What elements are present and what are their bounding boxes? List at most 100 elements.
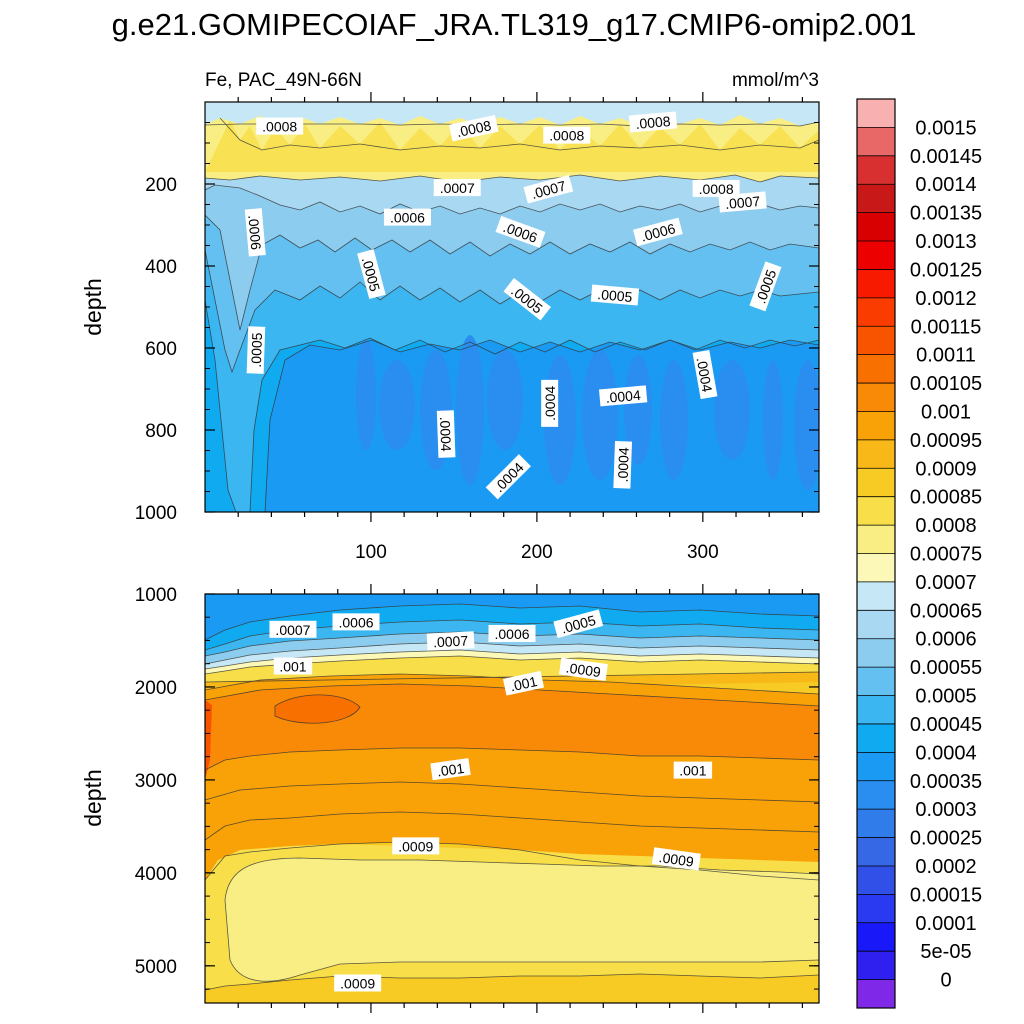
colorbar-swatch xyxy=(857,184,895,214)
colorbar-swatch xyxy=(857,780,895,810)
contour-label: .0006 xyxy=(244,208,266,257)
contour-label: .001 xyxy=(673,761,713,779)
colorbar-swatch xyxy=(857,553,895,583)
bottom-contour xyxy=(205,649,819,670)
top-blob xyxy=(714,360,750,460)
colorbar-swatch xyxy=(857,809,895,838)
y-tick-label: 1000 xyxy=(135,503,177,524)
contour-label-bg xyxy=(488,624,536,642)
bottom-axes: 1000 2000 3000 4000 5000 xyxy=(135,584,819,1013)
contour-label-bg xyxy=(383,208,431,226)
top-contour xyxy=(205,121,819,127)
bottom-contour xyxy=(224,899,819,982)
colorbar-swatch xyxy=(857,723,895,753)
colorbar-label: 0.00105 xyxy=(910,373,982,395)
bottom-band-0008-deep xyxy=(225,858,819,982)
colorbar-label: 0.00025 xyxy=(910,828,982,850)
bottom-band-0007 xyxy=(205,642,819,669)
colorbar-swatch xyxy=(857,610,895,640)
contour-label-bg xyxy=(244,208,266,257)
contour-label-text: .001 xyxy=(679,763,706,779)
contour-label-bg xyxy=(543,126,591,144)
contour-label-bg xyxy=(692,179,740,197)
colorbar-label: 0.00125 xyxy=(910,259,982,281)
contour-label-text: .0007 xyxy=(440,180,475,196)
top-blob xyxy=(487,350,523,450)
colorbar-label: 0 xyxy=(940,970,951,992)
colorbar-label: 0.0003 xyxy=(915,799,976,821)
contour-label-bg xyxy=(692,349,718,400)
y-tick-label: 3000 xyxy=(135,771,177,792)
colorbar-swatch xyxy=(857,581,895,611)
colorbar-label: 0.00095 xyxy=(910,430,982,452)
bottom-band-0011 xyxy=(275,694,360,724)
contour-label-bg xyxy=(357,249,386,299)
contour-label-bg xyxy=(485,454,531,500)
colorbar-label: 0.001 xyxy=(921,401,971,423)
colorbar-label: 0.00045 xyxy=(910,714,982,736)
contour-label: .0004 xyxy=(541,379,559,427)
colorbar-swatch xyxy=(857,439,895,469)
top-blob xyxy=(379,360,415,450)
contour-label: .0004 xyxy=(692,349,718,400)
contour-label-bg xyxy=(332,613,380,631)
contour-label-bg xyxy=(590,284,640,306)
y-tick-label: 5000 xyxy=(135,957,177,978)
bottom-contour xyxy=(205,781,819,803)
bottom-contour xyxy=(205,811,819,841)
bottom-contour xyxy=(205,603,819,641)
top-contour xyxy=(205,184,819,215)
contour-label: .0008 xyxy=(692,179,740,197)
contour-label-text: .0008 xyxy=(455,117,493,140)
contour-label: .0004 xyxy=(598,385,648,407)
contour-label-text: .0008 xyxy=(262,119,297,135)
y-tick-label: 200 xyxy=(145,175,177,196)
top-blobs-00035 xyxy=(356,335,819,490)
contour-label: .0006 xyxy=(332,613,380,631)
colorbar-label: 0.00135 xyxy=(910,203,982,225)
bottom-band-00075 xyxy=(205,650,819,674)
top-panel: .0008.0008.0008.0008.0008.0007.0007.0007… xyxy=(80,92,820,563)
contour-label: .001 xyxy=(502,670,545,696)
colorbar-swatch xyxy=(857,496,895,526)
colorbar-swatch xyxy=(857,383,895,412)
bottom-contour xyxy=(205,841,819,881)
colorbar-label: 0.0013 xyxy=(915,231,976,253)
contour-label-bg xyxy=(503,278,551,321)
contour-label-bg xyxy=(558,657,608,681)
colorbar-label: 0.0002 xyxy=(915,856,976,878)
contour-label-text: .001 xyxy=(279,659,306,675)
bottom-band-0006 xyxy=(205,632,819,664)
colorbar-label: 0.00055 xyxy=(910,657,982,679)
colorbar-swatch xyxy=(857,667,895,696)
contour-label: .0009 xyxy=(334,974,382,992)
contour-label: .0007 xyxy=(269,620,317,638)
contour-label-text: .0004 xyxy=(605,387,642,406)
colorbar-label: 0.00075 xyxy=(910,544,982,566)
colorbar-label: 0.0007 xyxy=(915,572,976,594)
contour-label: .0008 xyxy=(256,117,304,135)
bottom-contour xyxy=(205,655,819,675)
figure-title: g.e21.GOMIPECOIAF_JRA.TL319_g17.CMIP6-om… xyxy=(112,7,917,42)
contour-label: .0007 xyxy=(718,191,767,213)
contour-label-bg xyxy=(495,215,546,248)
top-axes: 200 400 600 800 1000 100 200 300 xyxy=(135,92,819,563)
top-contour xyxy=(205,214,819,331)
contour-label: .0009 xyxy=(392,837,440,855)
contour-label: .0005 xyxy=(590,284,640,306)
top-band-0008-patches xyxy=(205,120,819,172)
top-contour xyxy=(205,249,819,374)
colorbar-swatch xyxy=(857,155,895,185)
top-blob xyxy=(356,340,376,450)
contour-label: .0006 xyxy=(488,624,536,642)
bottom-contour xyxy=(224,857,819,901)
contour-label: .0008 xyxy=(543,126,591,144)
contour-label: .0006 xyxy=(383,208,431,226)
colorbar-label: 0.00115 xyxy=(911,316,982,338)
y-tick-label: 4000 xyxy=(135,864,177,885)
contour-label-text: .001 xyxy=(509,673,539,694)
x-tick-label: 200 xyxy=(521,542,553,563)
bottom-contour xyxy=(205,973,819,991)
y-tick-label: 1000 xyxy=(135,585,177,606)
contour-label-bg xyxy=(553,609,604,639)
